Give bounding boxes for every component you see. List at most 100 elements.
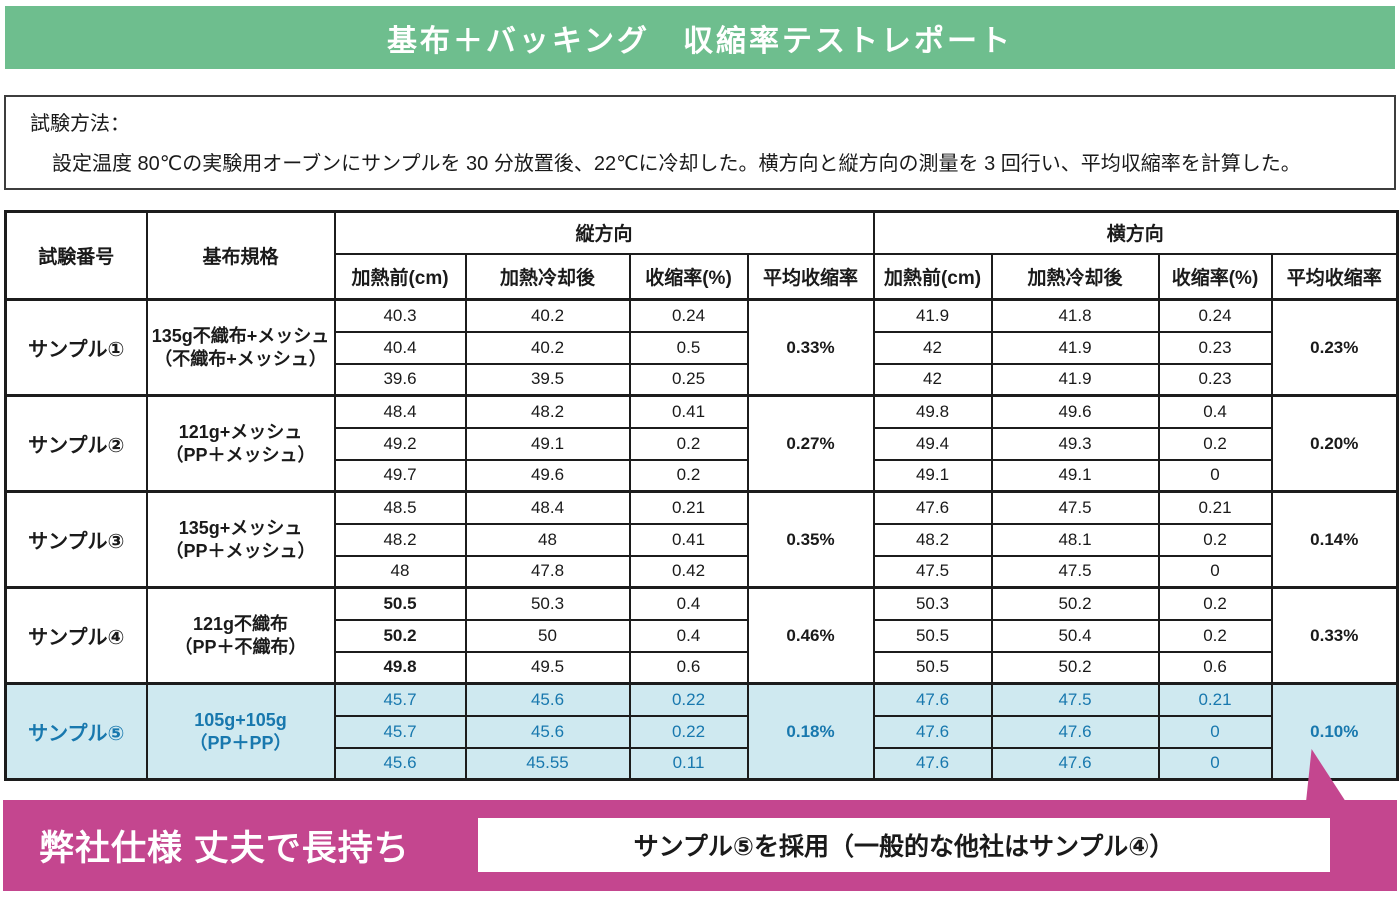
measurement-cell-horizontal: 0.23 xyxy=(1157,362,1273,397)
measurement-cell-horizontal: 50.2 xyxy=(990,586,1160,621)
measurement-cell-vertical: 49.6 xyxy=(464,458,631,493)
measurement-cell-horizontal: 47.6 xyxy=(872,714,993,749)
table-row: 49.8 49.5 0.6 50.5 50.2 0.6 xyxy=(6,650,1398,685)
measurement-cell-horizontal: 47.5 xyxy=(990,682,1160,717)
measurement-cell-vertical: 50 xyxy=(464,618,631,653)
measurement-cell-horizontal: 0.23 xyxy=(1157,330,1273,365)
average-shrinkage-horizontal: 0.33% xyxy=(1270,586,1399,685)
table-row: 40.4 40.2 0.5 42 41.9 0.23 xyxy=(6,330,1398,365)
table-row: 39.6 39.5 0.25 42 41.9 0.23 xyxy=(6,362,1398,397)
table-row: 48.2 48 0.41 48.2 48.1 0.2 xyxy=(6,522,1398,557)
fabric-spec-cell: 105g+105g （PP＋PP） xyxy=(145,682,336,781)
measurement-cell-vertical: 39.5 xyxy=(464,362,631,397)
fabric-spec-line1: 105g+105g xyxy=(194,710,287,730)
conclusion-banner: 弊社仕様 丈夫で長持ち サンプル⑤を採用（一般的な他社はサンプル④） xyxy=(3,800,1397,891)
measurement-cell-vertical: 0.41 xyxy=(628,394,749,429)
average-shrinkage-horizontal: 0.20% xyxy=(1270,394,1399,493)
measurement-cell-horizontal: 0.4 xyxy=(1157,394,1273,429)
measurement-cell-vertical: 0.11 xyxy=(628,746,749,781)
measurement-cell-horizontal: 47.5 xyxy=(990,554,1160,589)
measurement-cell-vertical: 0.5 xyxy=(628,330,749,365)
measurement-cell-horizontal: 0.24 xyxy=(1157,298,1273,333)
measurement-cell-vertical: 48.5 xyxy=(333,490,467,525)
fabric-spec-line2: （PP＋不織布） xyxy=(174,636,307,657)
measurement-cell-horizontal: 0.21 xyxy=(1157,490,1273,525)
measurement-cell-vertical: 0.22 xyxy=(628,682,749,717)
measurement-cell-horizontal: 0.6 xyxy=(1157,650,1273,685)
measurement-cell-vertical: 49.5 xyxy=(464,650,631,685)
company-claim-text: 弊社仕様 丈夫で長持ち xyxy=(39,829,410,868)
measurement-cell-vertical: 50.5 xyxy=(333,586,467,621)
measurement-cell-horizontal: 47.6 xyxy=(872,490,993,525)
measurement-cell-horizontal: 50.4 xyxy=(990,618,1160,653)
measurement-cell-horizontal: 0 xyxy=(1157,458,1273,493)
adoption-note-text: サンプル⑤を採用（一般的な他社はサンプル④） xyxy=(633,833,1175,861)
header-after-cool-v: 加熱冷却後 xyxy=(464,252,631,301)
measurement-cell-vertical: 49.7 xyxy=(333,458,467,493)
measurement-cell-horizontal: 50.5 xyxy=(872,650,993,685)
table-row: 50.2 50 0.4 50.5 50.4 0.2 xyxy=(6,618,1398,653)
header-shrink-rate-h: 收缩率(%) xyxy=(1157,252,1273,301)
measurement-cell-horizontal: 0.2 xyxy=(1157,522,1273,557)
measurement-cell-vertical: 48 xyxy=(464,522,631,557)
measurement-cell-vertical: 0.2 xyxy=(628,426,749,461)
measurement-cell-horizontal: 47.5 xyxy=(990,490,1160,525)
header-test-no: 試験番号 xyxy=(4,210,148,301)
sample-name-cell: サンプル⑤ xyxy=(4,682,148,781)
fabric-spec-line1: 135g不織布+メッシュ xyxy=(151,326,330,346)
header-shrink-rate-v: 收缩率(%) xyxy=(628,252,749,301)
table-row: 49.7 49.6 0.2 49.1 49.1 0 xyxy=(6,458,1398,493)
adoption-note-box: サンプル⑤を採用（一般的な他社はサンプル④） xyxy=(478,818,1330,872)
table-row: サンプル③ 135g+メッシュ （PP＋メッシュ） 48.5 48.4 0.21 0.35%… xyxy=(4,490,1399,589)
measurement-cell-vertical: 45.6 xyxy=(464,682,631,717)
average-shrinkage-horizontal: 0.23% xyxy=(1270,298,1399,397)
sample-name-cell: サンプル④ xyxy=(4,586,148,685)
header-before-heat-h: 加熱前(cm) xyxy=(872,252,993,301)
average-shrinkage-vertical: 0.27% xyxy=(746,394,875,493)
measurement-cell-vertical: 48.2 xyxy=(333,522,467,557)
measurement-cell-horizontal: 48.1 xyxy=(990,522,1160,557)
fabric-spec-line1: 135g+メッシュ xyxy=(178,518,303,538)
header-avg-shrink-v: 平均收缩率 xyxy=(746,252,875,301)
fabric-spec-line2: （PP＋メッシュ） xyxy=(165,444,316,465)
measurement-cell-horizontal: 42 xyxy=(872,330,993,365)
measurement-cell-vertical: 45.6 xyxy=(333,746,467,781)
measurement-cell-horizontal: 42 xyxy=(872,362,993,397)
fabric-spec-line1: 121g不織布 xyxy=(192,614,289,634)
measurement-cell-horizontal: 0.2 xyxy=(1157,426,1273,461)
measurement-cell-vertical: 40.2 xyxy=(464,330,631,365)
measurement-cell-vertical: 49.1 xyxy=(464,426,631,461)
title-banner: 基布＋バッキング 収縮率テストレポート xyxy=(5,6,1395,69)
fabric-spec-line1: 121g+メッシュ xyxy=(178,422,303,442)
fabric-spec-cell: 121g+メッシュ （PP＋メッシュ） xyxy=(145,394,336,493)
fabric-spec-cell: 135g+メッシュ （PP＋メッシュ） xyxy=(145,490,336,589)
measurement-cell-vertical: 39.6 xyxy=(333,362,467,397)
measurement-cell-horizontal: 48.2 xyxy=(872,522,993,557)
measurement-cell-vertical: 48 xyxy=(333,554,467,589)
table-row: 45.6 45.55 0.11 47.6 47.6 0 xyxy=(6,746,1398,781)
fabric-spec-line2: （PP＋メッシュ） xyxy=(165,540,316,561)
measurement-cell-horizontal: 47.6 xyxy=(990,746,1160,781)
header-after-cool-h: 加熱冷却後 xyxy=(990,252,1160,301)
measurement-cell-horizontal: 0.2 xyxy=(1157,618,1273,653)
measurement-cell-vertical: 0.41 xyxy=(628,522,749,557)
table-row: 48 47.8 0.42 47.5 47.5 0 xyxy=(6,554,1398,589)
table-row: サンプル② 121g+メッシュ （PP＋メッシュ） 48.4 48.2 0.41 0.27%… xyxy=(4,394,1399,493)
measurement-cell-horizontal: 50.3 xyxy=(872,586,993,621)
measurement-cell-horizontal: 47.6 xyxy=(990,714,1160,749)
method-box: 試験方法： 設定温度 80℃の実験用オーブンにサンプルを 30 分放置後、22℃… xyxy=(4,95,1396,190)
measurement-cell-horizontal: 49.6 xyxy=(990,394,1160,429)
measurement-cell-horizontal: 50.2 xyxy=(990,650,1160,685)
measurement-cell-horizontal: 41.9 xyxy=(990,362,1160,397)
measurement-cell-horizontal: 0.2 xyxy=(1157,586,1273,621)
table-row: 49.2 49.1 0.2 49.4 49.3 0.2 xyxy=(6,426,1398,461)
measurement-cell-vertical: 50.2 xyxy=(333,618,467,653)
header-horizontal-group: 横方向 xyxy=(872,210,1399,255)
measurement-cell-horizontal: 47.5 xyxy=(872,554,993,589)
measurement-cell-vertical: 0.25 xyxy=(628,362,749,397)
sample-name-cell: サンプル① xyxy=(4,298,148,397)
measurement-cell-vertical: 0.4 xyxy=(628,618,749,653)
average-shrinkage-vertical: 0.35% xyxy=(746,490,875,589)
shrinkage-report-table: 試験番号 基布規格 縦方向 横方向 加熱前(cm) 加熱冷却後 收缩率(%) 平… xyxy=(4,210,1400,781)
page-title: 基布＋バッキング 収縮率テストレポート xyxy=(386,24,1014,58)
